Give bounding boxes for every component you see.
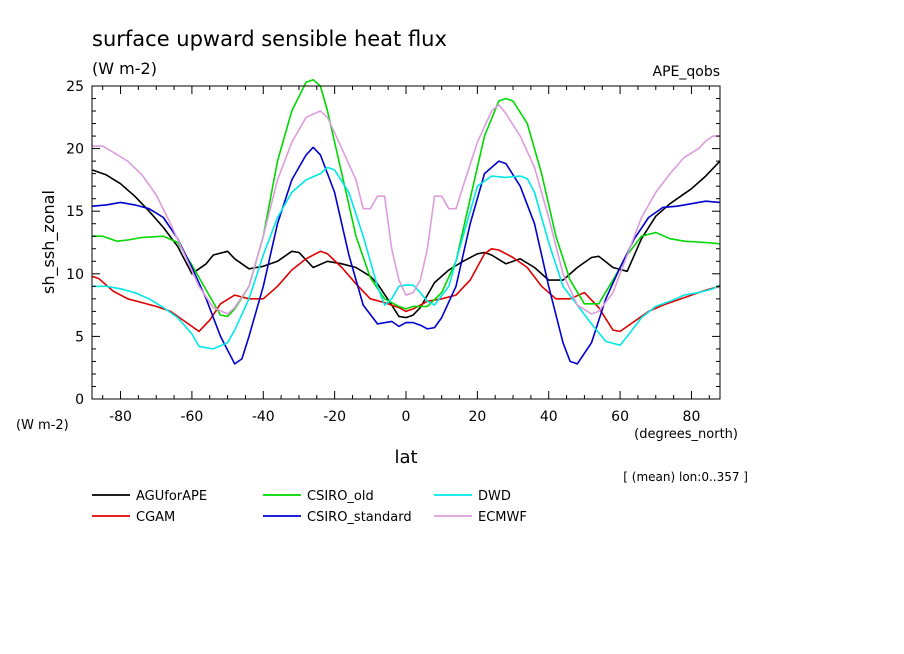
y-tick-label: 15: [66, 204, 84, 220]
series-layer: [91, 78, 721, 365]
ticks-layer: -80 -60 -40 -20 0 20 40 60 80 0 5 10 15 20 25: [66, 79, 720, 425]
y-tick-label: 10: [66, 267, 84, 283]
y-tick-label: 0: [75, 392, 84, 408]
series-line-AGUforAPE: [91, 160, 721, 319]
plot-frame: [91, 85, 721, 400]
x-axis-units: (degrees_north): [634, 427, 738, 442]
y-tick-label: 25: [66, 79, 84, 95]
y-tick-label: 20: [66, 142, 84, 158]
y-tick-label: 5: [75, 329, 84, 345]
chart-subtitle: (W m-2): [92, 59, 157, 78]
x-tick-label: -40: [252, 409, 275, 425]
x-tick-label: 60: [611, 409, 629, 425]
x-axis-label: lat: [394, 447, 417, 468]
legend-label: AGUforAPE: [136, 489, 207, 504]
legend-label: CSIRO_old: [307, 489, 374, 504]
x-tick-label: 40: [540, 409, 558, 425]
x-tick-label: -80: [109, 409, 132, 425]
experiment-label: APE_qobs: [653, 64, 721, 80]
legend-label: CSIRO_standard: [307, 510, 412, 525]
x-tick-label: -60: [180, 409, 203, 425]
x-tick-label: 0: [402, 409, 411, 425]
legend-label: CGAM: [136, 510, 175, 525]
series-line-ECMWF: [92, 104, 720, 315]
x-tick-label: 80: [683, 409, 701, 425]
chart-title: surface upward sensible heat flux: [92, 27, 447, 51]
series-line-CSIRO_old: [92, 78, 721, 318]
legend-label: DWD: [478, 489, 511, 504]
series-line-CSIRO_standard: [91, 146, 721, 365]
averaging-note: [ (mean) lon:0..357 ]: [623, 470, 748, 484]
legend: AGUforAPE CGAM CSIRO_old CSIRO_standard DWD E…: [92, 489, 527, 525]
series-line-CGAM: [91, 248, 721, 333]
series-line-DWD: [92, 166, 721, 350]
y-axis-label: sh_ssh_zonal: [39, 190, 59, 294]
x-tick-label: 20: [468, 409, 486, 425]
legend-label: ECMWF: [478, 510, 527, 525]
x-tick-label: -20: [323, 409, 346, 425]
y-axis-units: (W m-2): [16, 418, 69, 433]
